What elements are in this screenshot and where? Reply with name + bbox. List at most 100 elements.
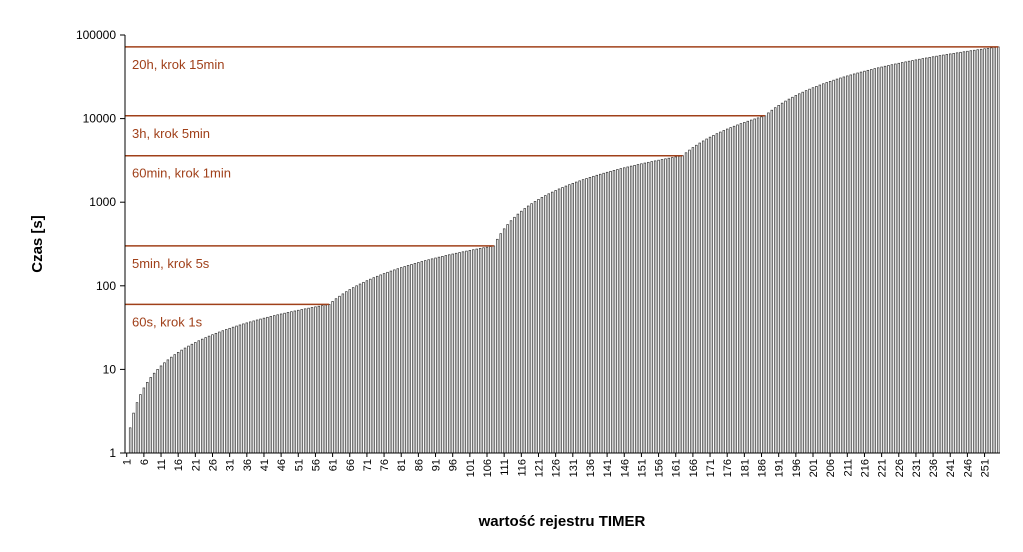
bar	[808, 88, 811, 454]
bar	[993, 47, 997, 454]
bar	[348, 289, 351, 454]
bar	[938, 55, 942, 454]
x-tick-label: 86	[413, 459, 425, 471]
bar	[688, 149, 691, 454]
bar	[475, 248, 478, 454]
bar	[592, 175, 595, 454]
bar	[839, 77, 842, 454]
x-tick-label: 6	[139, 459, 151, 465]
bar	[314, 306, 317, 454]
bar	[321, 305, 324, 454]
y-tick-label: 10000	[83, 112, 117, 126]
bar	[719, 131, 722, 454]
x-tick-label: 81	[396, 459, 408, 471]
bar	[338, 295, 341, 454]
y-tick-label: 10	[103, 362, 117, 376]
bar	[657, 159, 660, 454]
x-tick-label: 196	[791, 459, 803, 477]
bar	[997, 46, 1000, 454]
bar	[410, 264, 413, 454]
bar	[918, 58, 921, 454]
bar	[897, 62, 900, 454]
bar	[983, 48, 986, 454]
threshold-label: 60s, krok 1s	[132, 314, 203, 329]
bar	[753, 118, 756, 454]
bar	[547, 193, 550, 454]
x-tick-label: 241	[945, 459, 957, 477]
bar	[516, 213, 520, 454]
bar	[955, 52, 959, 454]
bar	[413, 263, 417, 454]
bar	[822, 83, 825, 454]
bar	[499, 233, 502, 454]
bar	[290, 311, 293, 454]
bar	[629, 165, 633, 454]
bar	[242, 323, 245, 454]
bar	[777, 105, 780, 454]
bar	[502, 228, 506, 454]
bar	[846, 75, 849, 454]
x-tick-label: 36	[242, 459, 254, 471]
x-tick-label: 96	[448, 459, 460, 471]
bar	[400, 267, 403, 454]
bar	[238, 324, 242, 454]
x-tick-label: 146	[619, 459, 631, 477]
bar	[194, 342, 197, 454]
bar	[952, 53, 955, 454]
bar	[942, 54, 945, 454]
bar	[331, 301, 334, 454]
bar	[640, 163, 643, 454]
bar	[763, 115, 767, 454]
bar	[427, 259, 430, 454]
bar	[863, 70, 866, 454]
bar	[218, 331, 221, 454]
bar	[513, 216, 516, 454]
bar	[152, 372, 156, 454]
x-tick-label: 41	[259, 459, 271, 471]
bar	[616, 169, 619, 454]
bar	[180, 349, 183, 454]
bar	[695, 144, 698, 454]
bar	[945, 54, 949, 454]
bar	[417, 262, 420, 454]
bar	[581, 179, 585, 454]
bar	[173, 354, 176, 454]
bar	[677, 155, 681, 454]
bar	[530, 203, 533, 454]
bar	[660, 159, 664, 454]
bar	[458, 252, 461, 454]
bar	[571, 183, 575, 454]
bar	[575, 181, 578, 454]
bar	[852, 73, 856, 454]
x-tick-label: 26	[208, 459, 220, 471]
bar	[249, 321, 252, 454]
bar	[444, 255, 448, 454]
bar	[976, 49, 979, 454]
x-tick-label: 131	[568, 459, 580, 477]
bar	[496, 238, 499, 454]
bar	[533, 201, 537, 454]
bar	[787, 98, 791, 454]
x-tick-label: 141	[602, 459, 614, 477]
bar	[612, 170, 616, 454]
bar	[273, 315, 276, 454]
bar	[492, 245, 496, 454]
bar	[537, 199, 540, 454]
bar	[798, 93, 801, 454]
bar	[358, 283, 362, 454]
bar	[149, 377, 152, 454]
bar	[900, 62, 904, 454]
bar	[300, 309, 303, 454]
x-tick-label: 211	[842, 459, 854, 477]
bar	[550, 191, 554, 454]
bar	[859, 71, 863, 454]
bar	[691, 147, 695, 454]
x-tick-label: 171	[705, 459, 717, 477]
bar	[674, 156, 677, 454]
x-tick-label: 121	[533, 459, 545, 477]
bar	[283, 312, 286, 454]
bar	[461, 251, 465, 454]
bar	[804, 90, 808, 454]
bar	[540, 197, 544, 454]
bar	[382, 273, 386, 454]
